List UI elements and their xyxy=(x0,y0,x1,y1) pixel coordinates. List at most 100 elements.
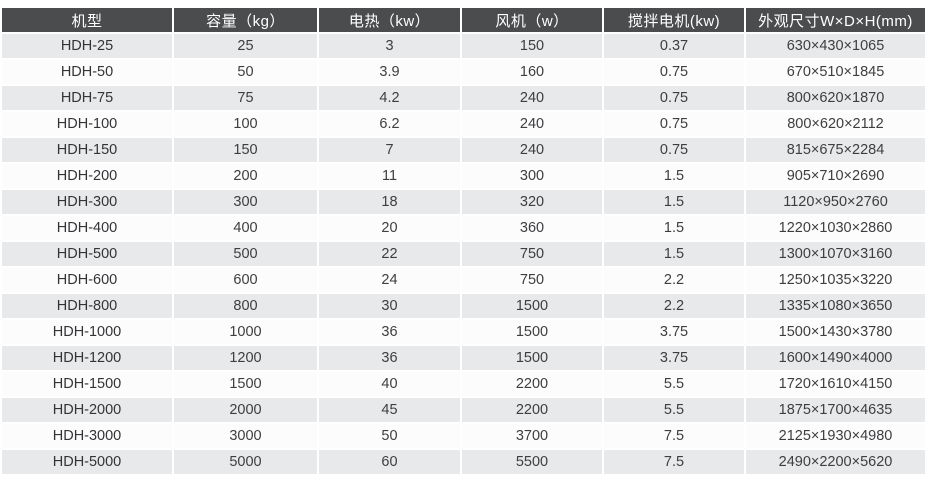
cell-fan: 750 xyxy=(460,240,604,268)
cell-model: HDH-100 xyxy=(0,110,174,138)
table-row: HDH-50 50 3.9 160 0.75 670×510×1845 xyxy=(0,58,925,86)
cell-capacity: 200 xyxy=(172,162,319,190)
cell-model: HDH-300 xyxy=(0,188,174,216)
cell-dimensions: 1720×1610×4150 xyxy=(744,370,925,398)
table-row: HDH-150 150 7 240 0.75 815×675×2284 xyxy=(0,136,925,164)
cell-capacity: 800 xyxy=(172,292,319,320)
cell-capacity: 25 xyxy=(172,32,319,60)
cell-mixer-motor: 2.2 xyxy=(602,266,746,294)
table-row: HDH-1500 1500 40 2200 5.5 1720×1610×4150 xyxy=(0,370,925,398)
cell-dimensions: 815×675×2284 xyxy=(744,136,925,164)
cell-dimensions: 670×510×1845 xyxy=(744,58,925,86)
cell-fan: 3700 xyxy=(460,422,604,450)
cell-dimensions: 800×620×1870 xyxy=(744,84,925,112)
table-row: HDH-800 800 30 1500 2.2 1335×1080×3650 xyxy=(0,292,925,320)
cell-fan: 300 xyxy=(460,162,604,190)
cell-fan: 150 xyxy=(460,32,604,60)
cell-heating: 22 xyxy=(317,240,462,268)
cell-fan: 5500 xyxy=(460,448,604,476)
table-row: HDH-200 200 11 300 1.5 905×710×2690 xyxy=(0,162,925,190)
cell-model: HDH-1000 xyxy=(0,318,174,346)
cell-heating: 45 xyxy=(317,396,462,424)
cell-model: HDH-3000 xyxy=(0,422,174,450)
table-row: HDH-5000 5000 60 5500 7.5 2490×2200×5620 xyxy=(0,448,925,476)
cell-mixer-motor: 0.37 xyxy=(602,32,746,60)
cell-dimensions: 1120×950×2760 xyxy=(744,188,925,216)
cell-dimensions: 1875×1700×4635 xyxy=(744,396,925,424)
table-row: HDH-1200 1200 36 1500 3.75 1600×1490×4000 xyxy=(0,344,925,372)
header-row: 机型 容量（kg） 电热（kw） 风机（w） 搅拌电机(kw) 外观尺寸W×D×… xyxy=(0,6,925,34)
cell-fan: 320 xyxy=(460,188,604,216)
cell-mixer-motor: 7.5 xyxy=(602,448,746,476)
col-header-fan: 风机（w） xyxy=(460,6,604,34)
cell-fan: 160 xyxy=(460,58,604,86)
cell-heating: 24 xyxy=(317,266,462,294)
cell-heating: 3.9 xyxy=(317,58,462,86)
table-row: HDH-75 75 4.2 240 0.75 800×620×1870 xyxy=(0,84,925,112)
cell-heating: 60 xyxy=(317,448,462,476)
cell-capacity: 50 xyxy=(172,58,319,86)
cell-mixer-motor: 1.5 xyxy=(602,240,746,268)
cell-fan: 2200 xyxy=(460,370,604,398)
cell-model: HDH-50 xyxy=(0,58,174,86)
cell-heating: 36 xyxy=(317,318,462,346)
cell-heating: 20 xyxy=(317,214,462,242)
cell-model: HDH-600 xyxy=(0,266,174,294)
cell-mixer-motor: 1.5 xyxy=(602,162,746,190)
cell-dimensions: 1335×1080×3650 xyxy=(744,292,925,320)
cell-capacity: 1200 xyxy=(172,344,319,372)
cell-model: HDH-1500 xyxy=(0,370,174,398)
cell-model: HDH-500 xyxy=(0,240,174,268)
cell-capacity: 1000 xyxy=(172,318,319,346)
col-header-capacity: 容量（kg） xyxy=(172,6,319,34)
cell-heating: 11 xyxy=(317,162,462,190)
cell-mixer-motor: 5.5 xyxy=(602,396,746,424)
cell-capacity: 75 xyxy=(172,84,319,112)
cell-dimensions: 1220×1030×2860 xyxy=(744,214,925,242)
table-row: HDH-2000 2000 45 2200 5.5 1875×1700×4635 xyxy=(0,396,925,424)
cell-heating: 40 xyxy=(317,370,462,398)
table-row: HDH-300 300 18 320 1.5 1120×950×2760 xyxy=(0,188,925,216)
cell-fan: 1500 xyxy=(460,292,604,320)
cell-capacity: 5000 xyxy=(172,448,319,476)
cell-heating: 36 xyxy=(317,344,462,372)
cell-capacity: 400 xyxy=(172,214,319,242)
cell-capacity: 1500 xyxy=(172,370,319,398)
table-row: HDH-25 25 3 150 0.37 630×430×1065 xyxy=(0,32,925,60)
cell-mixer-motor: 0.75 xyxy=(602,110,746,138)
cell-mixer-motor: 2.2 xyxy=(602,292,746,320)
col-header-dimensions: 外观尺寸W×D×H(mm) xyxy=(744,6,925,34)
cell-mixer-motor: 3.75 xyxy=(602,344,746,372)
cell-fan: 750 xyxy=(460,266,604,294)
cell-mixer-motor: 1.5 xyxy=(602,214,746,242)
cell-mixer-motor: 5.5 xyxy=(602,370,746,398)
cell-dimensions: 800×620×2112 xyxy=(744,110,925,138)
cell-heating: 50 xyxy=(317,422,462,450)
cell-capacity: 600 xyxy=(172,266,319,294)
cell-dimensions: 905×710×2690 xyxy=(744,162,925,190)
cell-heating: 18 xyxy=(317,188,462,216)
cell-capacity: 3000 xyxy=(172,422,319,450)
cell-capacity: 300 xyxy=(172,188,319,216)
table-row: HDH-1000 1000 36 1500 3.75 1500×1430×3780 xyxy=(0,318,925,346)
cell-fan: 240 xyxy=(460,84,604,112)
cell-model: HDH-1200 xyxy=(0,344,174,372)
cell-dimensions: 1500×1430×3780 xyxy=(744,318,925,346)
cell-fan: 1500 xyxy=(460,318,604,346)
cell-mixer-motor: 3.75 xyxy=(602,318,746,346)
cell-capacity: 150 xyxy=(172,136,319,164)
cell-model: HDH-150 xyxy=(0,136,174,164)
col-header-heating: 电热（kw） xyxy=(317,6,462,34)
table-row: HDH-500 500 22 750 1.5 1300×1070×3160 xyxy=(0,240,925,268)
cell-heating: 7 xyxy=(317,136,462,164)
cell-capacity: 100 xyxy=(172,110,319,138)
cell-capacity: 2000 xyxy=(172,396,319,424)
col-header-mixer-motor: 搅拌电机(kw) xyxy=(602,6,746,34)
cell-heating: 3 xyxy=(317,32,462,60)
table-row: HDH-100 100 6.2 240 0.75 800×620×2112 xyxy=(0,110,925,138)
cell-model: HDH-800 xyxy=(0,292,174,320)
cell-mixer-motor: 7.5 xyxy=(602,422,746,450)
cell-heating: 6.2 xyxy=(317,110,462,138)
cell-capacity: 500 xyxy=(172,240,319,268)
cell-mixer-motor: 0.75 xyxy=(602,136,746,164)
